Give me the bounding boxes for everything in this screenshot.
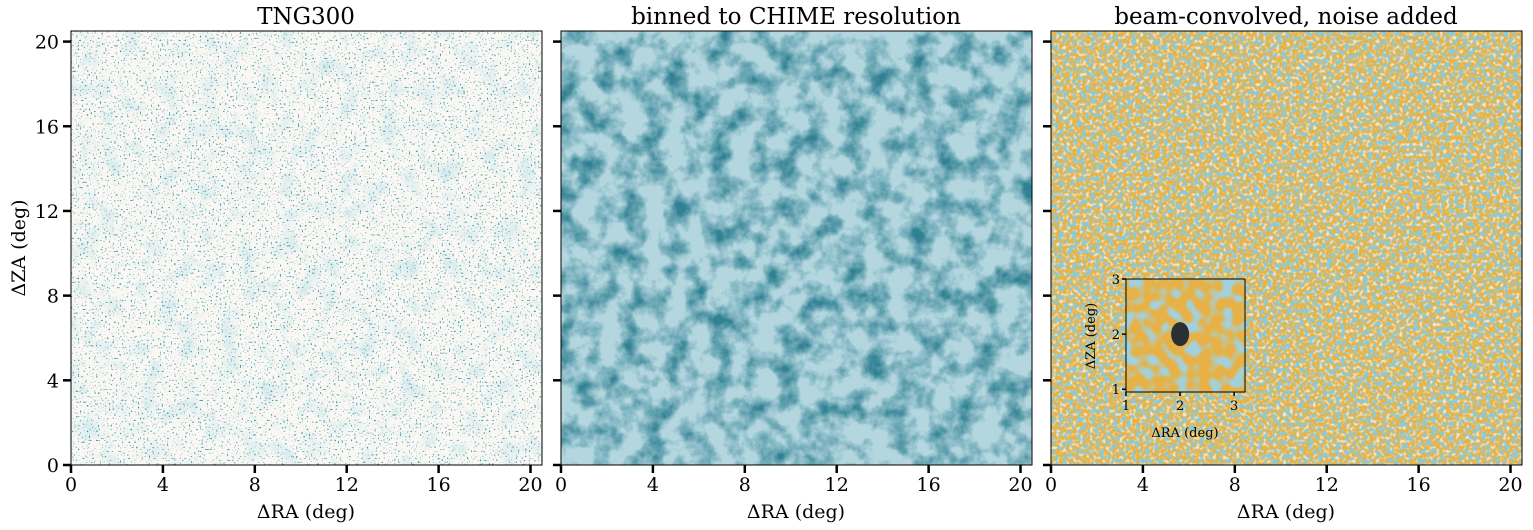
x-tick-label: 16: [917, 474, 941, 496]
y-tick-label: 0: [47, 455, 59, 477]
panel-2-xlabel: ΔRA (deg): [747, 501, 845, 523]
inset-xlabel: ΔRA (deg): [1151, 426, 1218, 441]
x-tick-label: 16: [427, 474, 451, 496]
x-tick-label: 8: [249, 474, 261, 496]
panel-1-title: TNG300: [257, 4, 355, 30]
inset-frame: [1125, 278, 1246, 393]
panel-3-heatmap-texture: [1051, 31, 1522, 465]
panel-1-ylabel: ΔZA (deg): [8, 199, 30, 296]
panel-3-title: beam-convolved, noise added: [1114, 4, 1458, 30]
x-tick-label: 4: [1137, 474, 1149, 496]
panel-1-xlabel: ΔRA (deg): [257, 501, 355, 523]
inset-x-tick-label: 2: [1176, 399, 1184, 414]
x-tick-label: 20: [1498, 474, 1522, 496]
x-tick-label: 16: [1407, 474, 1431, 496]
x-tick-label: 4: [647, 474, 659, 496]
y-tick-label: 16: [35, 116, 59, 138]
panel-3-frame: [1050, 30, 1523, 466]
x-tick-label: 8: [1229, 474, 1241, 496]
x-tick-label: 0: [65, 474, 77, 496]
beam-inset: 1 2 3 1 2 3 ΔRA (deg) ΔZA (deg): [1084, 273, 1246, 441]
y-tick-label: 20: [35, 32, 59, 54]
x-tick-label: 20: [1008, 474, 1032, 496]
panel-2-y-ticks: [553, 40, 561, 467]
inset-y-tick-label: 1: [1112, 383, 1120, 398]
x-tick-label: 12: [1315, 474, 1339, 496]
inset-x-tick-label: 3: [1230, 399, 1238, 414]
x-tick-label: 8: [739, 474, 751, 496]
x-tick-label: 12: [825, 474, 849, 496]
inset-x-tick-label: 1: [1122, 399, 1130, 414]
inset-y-tick-label: 2: [1112, 328, 1120, 343]
y-tick-label: 4: [47, 370, 59, 392]
panel-tng300: TNG300 0 4 8 12 16 20 0 4 8 12 16 20 ΔRA (deg) ΔZA…: [8, 4, 543, 523]
panel-2-title: binned to CHIME resolution: [631, 4, 961, 30]
beam-ellipse: [1171, 322, 1190, 347]
panel-3-x-ticks: 0 4 8 12 16 20: [1045, 465, 1523, 496]
panel-1-y-ticks: 0 4 8 12 16 20: [35, 32, 71, 477]
panel-1-x-ticks: 0 4 8 12 16 20: [65, 465, 543, 496]
panel-binned: binned to CHIME resolution 0 4 8 12 16 20 ΔRA…: [553, 4, 1033, 523]
x-tick-label: 0: [555, 474, 567, 496]
panel-2-frame: [560, 30, 1033, 466]
y-tick-label: 12: [35, 201, 59, 223]
inset-y-ticks: 1 2 3: [1112, 273, 1126, 398]
panel-1-heatmap-texture: [71, 31, 542, 465]
panel-3-y-ticks: [1043, 40, 1051, 467]
panel-3-xlabel: ΔRA (deg): [1237, 501, 1335, 523]
panel-beam-noise: beam-convolved, noise added 0 4 8 12 16 20 ΔR…: [1043, 4, 1523, 523]
panel-2-x-ticks: 0 4 8 12 16 20: [555, 465, 1033, 496]
y-tick-label: 8: [47, 286, 59, 308]
inset-x-ticks: 1 2 3: [1122, 392, 1238, 414]
x-tick-label: 20: [518, 474, 542, 496]
inset-y-tick-label: 3: [1112, 273, 1120, 288]
inset-ylabel: ΔZA (deg): [1084, 303, 1099, 369]
x-tick-label: 0: [1045, 474, 1057, 496]
panel-2-heatmap-texture: [561, 31, 1032, 465]
x-tick-label: 4: [157, 474, 169, 496]
panel-1-frame: [70, 30, 543, 466]
x-tick-label: 12: [335, 474, 359, 496]
